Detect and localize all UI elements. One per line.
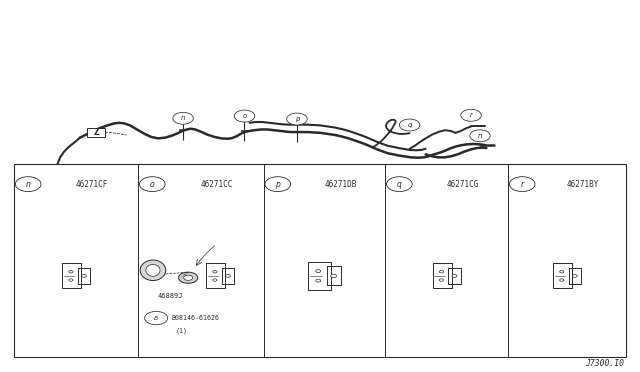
Circle shape bbox=[265, 177, 291, 192]
Circle shape bbox=[81, 275, 86, 277]
Text: p: p bbox=[275, 180, 280, 189]
Circle shape bbox=[399, 119, 420, 131]
Text: B08146-61626: B08146-61626 bbox=[172, 315, 220, 321]
Text: o: o bbox=[150, 180, 155, 189]
Circle shape bbox=[234, 110, 255, 122]
Text: 46271CC: 46271CC bbox=[201, 180, 233, 189]
Text: r: r bbox=[521, 180, 524, 189]
Circle shape bbox=[179, 272, 198, 283]
Text: Z: Z bbox=[93, 128, 99, 137]
Circle shape bbox=[68, 279, 73, 281]
Text: J7300.I0: J7300.I0 bbox=[585, 359, 624, 368]
Text: 46889J: 46889J bbox=[157, 293, 183, 299]
Bar bbox=[14, 164, 626, 357]
Circle shape bbox=[559, 279, 564, 281]
Text: (1): (1) bbox=[175, 328, 188, 334]
Circle shape bbox=[140, 177, 165, 192]
Circle shape bbox=[452, 275, 457, 277]
Circle shape bbox=[15, 177, 41, 192]
Circle shape bbox=[145, 311, 168, 325]
Circle shape bbox=[212, 270, 217, 273]
Circle shape bbox=[173, 112, 193, 124]
Circle shape bbox=[572, 275, 577, 277]
Ellipse shape bbox=[140, 260, 166, 280]
Text: n: n bbox=[180, 115, 186, 121]
Circle shape bbox=[387, 177, 412, 192]
Circle shape bbox=[559, 270, 564, 273]
Text: 46271BY: 46271BY bbox=[567, 180, 599, 189]
Bar bbox=[87, 128, 105, 137]
Text: 46271CG: 46271CG bbox=[447, 180, 479, 189]
Circle shape bbox=[439, 279, 444, 281]
Circle shape bbox=[184, 275, 193, 280]
Text: q: q bbox=[407, 122, 412, 128]
Circle shape bbox=[212, 279, 217, 281]
Circle shape bbox=[287, 113, 307, 125]
Text: r: r bbox=[470, 112, 472, 118]
Circle shape bbox=[439, 270, 444, 273]
Ellipse shape bbox=[146, 264, 160, 276]
Circle shape bbox=[68, 270, 73, 273]
Circle shape bbox=[316, 270, 321, 273]
Text: n: n bbox=[26, 180, 31, 189]
Text: 46271CF: 46271CF bbox=[76, 180, 108, 189]
Circle shape bbox=[225, 275, 230, 277]
Text: q: q bbox=[397, 180, 402, 189]
Text: p: p bbox=[294, 116, 300, 122]
Circle shape bbox=[316, 279, 321, 282]
Circle shape bbox=[509, 177, 535, 192]
Circle shape bbox=[470, 130, 490, 142]
Circle shape bbox=[331, 274, 337, 278]
Text: B: B bbox=[154, 315, 158, 321]
Text: n: n bbox=[477, 133, 483, 139]
Text: o: o bbox=[243, 113, 246, 119]
Circle shape bbox=[461, 109, 481, 121]
Text: 46271DB: 46271DB bbox=[324, 180, 356, 189]
